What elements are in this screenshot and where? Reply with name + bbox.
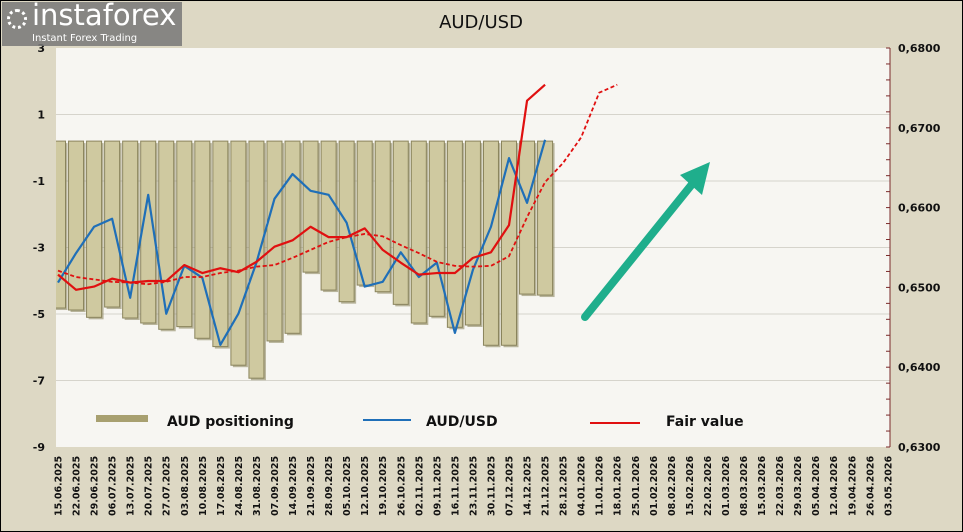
x-axis-tick-label: 29.06.2025: [90, 456, 101, 516]
x-axis-tick-label: 29.03.2026: [793, 456, 804, 516]
bar: [176, 140, 193, 328]
x-axis-tick-label: 07.12.2025: [505, 456, 516, 516]
x-axis-tick-label: 21.09.2025: [306, 456, 317, 516]
bar: [537, 140, 554, 296]
x-axis-tick-label: 05.10.2025: [342, 456, 353, 516]
bar: [519, 140, 536, 295]
x-axis-tick-label: 13.07.2025: [126, 456, 137, 516]
right-axis-tick-label: 0,6600: [898, 202, 941, 215]
bar: [320, 140, 337, 291]
x-axis-tick-label: 14.09.2025: [288, 456, 299, 516]
chart-title: AUD/USD: [439, 12, 523, 33]
bar: [356, 140, 373, 286]
bar: [230, 140, 247, 366]
legend-label-audusd: AUD/USD: [426, 414, 498, 430]
series-line-fair-value-smoothed-: [57, 83, 618, 286]
right-axis-tick-label: 0,6400: [898, 361, 941, 374]
x-axis-tick-label: 30.11.2025: [486, 456, 497, 516]
x-axis-tick-label: 10.08.2025: [198, 456, 209, 516]
bar: [194, 140, 211, 339]
series-line-aud-usd: [57, 139, 547, 346]
bar: [428, 140, 445, 317]
x-axis-tick-label: 04.01.2026: [577, 456, 588, 516]
x-axis-tick-label: 22.03.2026: [775, 456, 786, 516]
x-axis-tick-label: 25.01.2026: [631, 456, 642, 516]
logo-tagline: Instant Forex Trading: [32, 33, 138, 44]
trend-arrow: [581, 162, 710, 321]
left-axis-tick-label: -5: [33, 308, 45, 321]
x-axis-tick-label: 21.12.2025: [541, 456, 552, 516]
left-axis-tick-label: -9: [33, 441, 45, 454]
x-axis-tick-label: 15.06.2025: [54, 456, 65, 516]
x-axis-tick-label: 12.04.2026: [829, 456, 840, 516]
x-axis-tick-label: 01.02.2026: [649, 456, 660, 516]
x-axis-tick-label: 01.03.2026: [721, 456, 732, 516]
legend-label-positioning: AUD positioning: [167, 414, 294, 430]
right-axis-tick-label: 0,6800: [898, 42, 941, 55]
x-axis-tick-label: 14.12.2025: [523, 456, 534, 516]
series-line-fair-value: [57, 83, 546, 291]
left-axis-tick-label: -3: [33, 242, 45, 255]
bar: [392, 140, 409, 305]
left-axis-tick-label: -7: [33, 375, 45, 388]
legend: AUD positioning AUD/USD Fair value: [96, 414, 744, 430]
x-axis-tick-label: 26.04.2026: [865, 456, 876, 516]
right-axis-tick-label: 0,6500: [898, 281, 941, 294]
x-axis-tick-label: 22.06.2025: [72, 456, 83, 516]
instaforex-logo: instaforex Instant Forex Trading: [2, 0, 182, 46]
x-axis-tick-label: 22.02.2026: [703, 456, 714, 516]
x-axis-tick-label: 03.05.2026: [883, 456, 894, 516]
x-axis-tick-label: 31.08.2025: [252, 456, 263, 516]
bar: [374, 140, 391, 293]
bar: [212, 140, 229, 348]
bar: [266, 140, 283, 342]
x-axis-tick-label: 06.07.2025: [108, 456, 119, 516]
x-axis-tick-label: 05.04.2026: [811, 456, 822, 516]
legend-label-fair-value: Fair value: [666, 414, 744, 430]
bar: [446, 140, 463, 328]
x-axis-tick-label: 09.11.2025: [432, 456, 443, 516]
bar: [302, 140, 319, 273]
x-axis-tick-label: 26.10.2025: [396, 456, 407, 516]
x-axis-tick-label: 17.08.2025: [216, 456, 227, 516]
left-axis-tick-label: -1: [33, 175, 45, 188]
gear-logo-icon: [7, 9, 27, 29]
x-axis-tick-label: 11.01.2026: [595, 456, 606, 516]
x-axis-tick-label: 19.04.2026: [847, 456, 858, 516]
bar: [68, 140, 85, 311]
x-axis-tick-label: 16.11.2025: [450, 456, 461, 516]
x-axis-tick-label: 20.07.2025: [144, 456, 155, 516]
x-axis-tick-label: 08.02.2026: [667, 456, 678, 516]
legend-swatch-bars: [96, 415, 148, 422]
x-axis-tick-label: 03.08.2025: [180, 456, 191, 516]
left-axis-tick-label: 3: [37, 42, 45, 55]
bar: [464, 140, 481, 326]
logo-name: instaforex: [32, 0, 177, 32]
x-axis-tick-label: 28.09.2025: [324, 456, 335, 516]
x-axis-tick-label: 07.09.2025: [270, 456, 281, 516]
x-axis-tick-label: 02.11.2025: [414, 456, 425, 516]
x-axis-tick-label: 19.10.2025: [378, 456, 389, 516]
bar: [56, 140, 66, 309]
x-axis-tick-label: 23.11.2025: [468, 456, 479, 516]
x-axis-tick-label: 15.03.2026: [757, 456, 768, 516]
x-axis-tick-label: 27.07.2025: [162, 456, 173, 516]
x-axis-tick-label: 28.12.2025: [559, 456, 570, 516]
bar: [86, 140, 103, 318]
x-axis-tick-label: 18.01.2026: [613, 456, 624, 516]
bar: [284, 140, 301, 334]
left-axis-tick-label: 1: [37, 109, 45, 122]
x-axis-tick-label: 12.10.2025: [360, 456, 371, 516]
x-axis-tick-label: 15.02.2026: [685, 456, 696, 516]
x-axis-tick-label: 08.03.2026: [739, 456, 750, 516]
right-axis-tick-label: 0,6300: [898, 441, 941, 454]
bar: [104, 140, 121, 308]
right-axis-tick-label: 0,6700: [898, 122, 941, 135]
x-axis-tick-label: 24.08.2025: [234, 456, 245, 516]
bar: [410, 140, 427, 324]
